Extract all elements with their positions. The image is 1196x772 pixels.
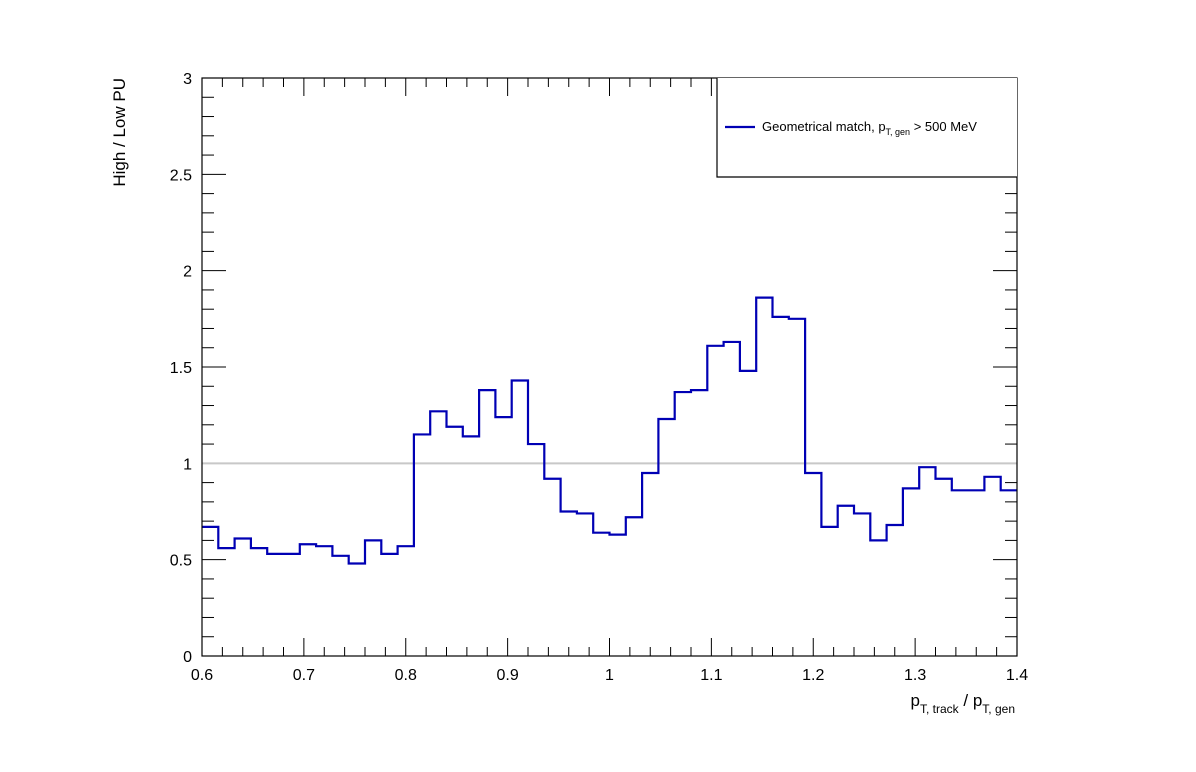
series-line [202,296,1017,565]
y-tick-label: 0.5 [170,553,192,570]
y-tick-label: 0 [183,649,192,666]
y-tick-label: 3 [183,71,192,88]
x-tick-labels: 0.6 0.7 0.8 0.9 1 1.1 1.2 1.3 1.4 [191,667,1028,684]
x-tick-label: 1.1 [700,667,722,684]
y-tick-labels: 0 0.5 1 1.5 2 2.5 3 [170,71,192,666]
y-tick-label: 2 [183,264,192,281]
legend-box [717,78,1017,177]
x-tick-label: 1.4 [1006,667,1028,684]
x-tick-label: 0.7 [293,667,315,684]
x-tick-label: 0.8 [395,667,417,684]
y-tick-label: 2.5 [170,167,192,184]
y-axis-title: High / Low PU [110,78,129,187]
x-tick-label: 0.9 [497,667,519,684]
y-tick-label: 1.5 [170,360,192,377]
x-tick-label: 0.6 [191,667,213,684]
x-tick-label: 1 [605,667,614,684]
x-axis-title: pT, track / pT, gen [911,691,1015,716]
x-tick-label: 1.2 [802,667,824,684]
legend-label: Geometrical match, pT, gen > 500 MeV [762,119,977,137]
legend: Geometrical match, pT, gen > 500 MeV [716,78,1017,178]
y-tick-label: 1 [183,456,192,473]
plot-frame [201,77,1018,657]
x-tick-label: 1.3 [904,667,926,684]
legend-border [716,78,1017,178]
